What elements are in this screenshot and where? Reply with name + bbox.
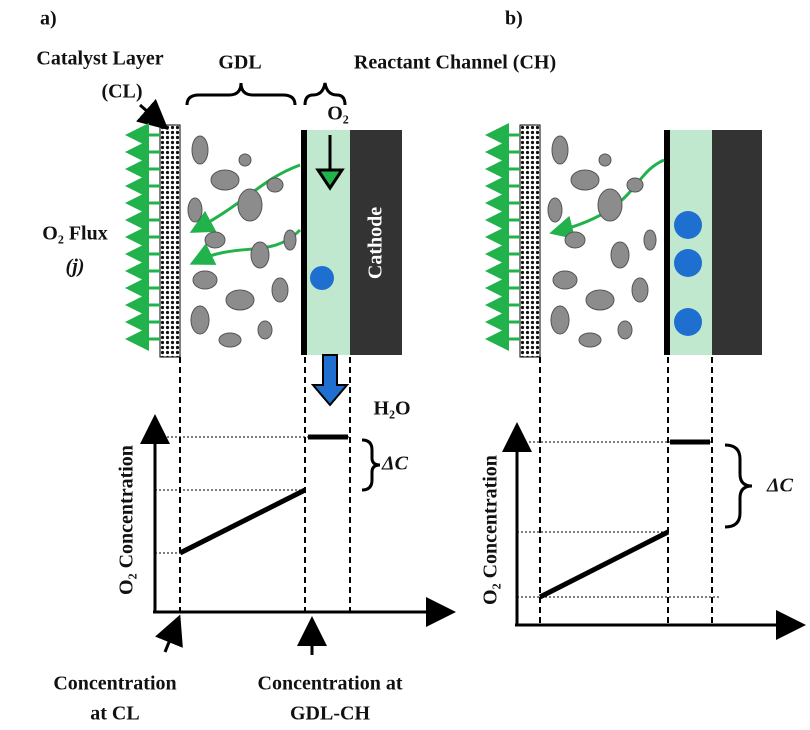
guides [539, 357, 713, 625]
gdl-particle [257, 320, 273, 340]
gdl-particle [551, 135, 569, 165]
gdl-particle [190, 305, 210, 335]
gdl-particle [192, 270, 218, 290]
gdl-particle [643, 229, 657, 251]
layout [125, 82, 806, 655]
gdl-particle [617, 320, 633, 340]
gdl-particle [626, 177, 644, 193]
label: O₂ [327, 103, 349, 125]
label: Concentration at [258, 673, 403, 695]
gdl-particle [552, 270, 578, 290]
catalyst-layer [159, 124, 181, 358]
label: Cathode [365, 207, 387, 279]
cathode [712, 130, 762, 355]
gdl-particle [225, 289, 255, 311]
gdl-particle [237, 188, 263, 222]
label: ΔC [381, 453, 409, 475]
brace [303, 82, 347, 106]
label: (j) [66, 256, 85, 278]
gdl-particle [550, 305, 570, 335]
label: H₂O [373, 398, 410, 420]
gdl-particle [547, 197, 563, 223]
gdl-particle [570, 169, 600, 191]
gdl-particle [271, 277, 289, 303]
levels [155, 436, 350, 554]
label: Concentration [53, 673, 176, 695]
gdl-particle [610, 241, 630, 269]
profile [178, 487, 307, 556]
gdl-particle [250, 241, 270, 269]
droplet [674, 308, 702, 336]
catalyst-layer [519, 124, 541, 358]
pointer [136, 98, 169, 130]
panel-label: b) [505, 8, 523, 30]
gdl-particle [283, 229, 297, 251]
label: Reactant Channel (CH) [354, 52, 556, 74]
label: ΔC [766, 475, 794, 497]
brace [724, 443, 753, 529]
gdl-particle [266, 177, 284, 193]
flux-path [549, 158, 665, 240]
panel-label: a) [40, 8, 57, 30]
gdl-particle [191, 135, 209, 165]
label: (CL) [101, 81, 142, 103]
gdl-particle [578, 332, 602, 348]
axis-label: O₂ Concentration [116, 445, 138, 595]
profile [538, 529, 670, 600]
gdl-particle [204, 231, 226, 249]
gdl-particle [631, 277, 649, 303]
gdl-particle [210, 169, 240, 191]
label: GDL [218, 52, 261, 74]
guides [179, 357, 351, 612]
droplet [674, 249, 702, 277]
levels [517, 441, 720, 598]
brace [185, 82, 297, 106]
label: O₂ Flux [42, 223, 107, 245]
o2-arrow [315, 135, 345, 191]
cathode [350, 130, 402, 355]
gdl-particle [597, 188, 623, 222]
gdl-particle [585, 289, 615, 311]
droplet [674, 211, 702, 239]
label: Catalyst Layer [36, 48, 163, 70]
gdl-particle [564, 231, 586, 249]
label: at CL [90, 703, 139, 725]
gdl-particle [218, 332, 242, 348]
gdl-wall [301, 130, 307, 355]
gdl-particle [238, 153, 252, 167]
gdl-particle [187, 197, 203, 223]
axis-label: O₂ Concentration [480, 455, 502, 605]
water-arrow [310, 354, 350, 407]
pointer [155, 614, 183, 653]
brace [361, 438, 381, 492]
gdl-particle [598, 153, 612, 167]
label: GDL-CH [290, 703, 370, 725]
gdl-wall [664, 130, 670, 355]
droplet [310, 266, 334, 290]
